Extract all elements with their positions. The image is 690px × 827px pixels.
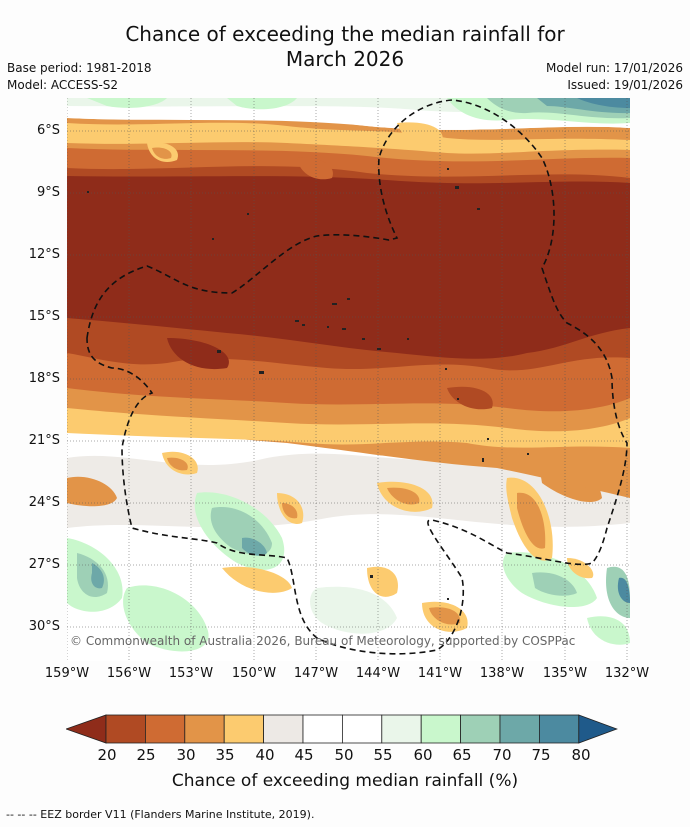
lon-label-156w: 156°W bbox=[106, 666, 152, 681]
lon-label-132w: 132°W bbox=[604, 666, 650, 681]
model-name: Model: ACCESS-S2 bbox=[7, 78, 119, 92]
lat-label-27s: 27°S bbox=[28, 557, 60, 572]
colorbar-swatch bbox=[460, 714, 501, 744]
colorbar-swatch bbox=[341, 714, 383, 744]
colorbar-swatch bbox=[263, 714, 304, 744]
lat-label-18s: 18°S bbox=[28, 371, 60, 386]
lon-label-138w: 138°W bbox=[479, 666, 525, 681]
colorbar-tick: 45 bbox=[294, 746, 314, 764]
lat-label-15s: 15°S bbox=[28, 309, 60, 324]
colorbar-swatch bbox=[302, 714, 343, 744]
colorbar-swatch bbox=[381, 714, 422, 744]
lon-label-135w: 135°W bbox=[542, 666, 588, 681]
lon-label-150w: 150°W bbox=[231, 666, 277, 681]
colorbar bbox=[66, 714, 618, 744]
colorbar-swatch bbox=[538, 714, 580, 744]
meta-right: Model run: 17/01/2026 Issued: 19/01/2026 bbox=[546, 60, 683, 94]
colorbar-tick: 55 bbox=[373, 746, 393, 764]
colorbar-swatch bbox=[223, 714, 264, 744]
colorbar-swatch bbox=[145, 714, 186, 744]
lat-label-12s: 12°S bbox=[28, 247, 60, 262]
model-run: Model run: 17/01/2026 bbox=[545, 61, 683, 75]
colorbar-tick: 60 bbox=[413, 746, 433, 764]
eez-border bbox=[86, 99, 628, 655]
rainfall-map bbox=[67, 98, 630, 661]
title-line-2: March 2026 bbox=[285, 47, 405, 71]
lat-label-21s: 21°S bbox=[28, 433, 60, 448]
islands bbox=[87, 168, 529, 600]
colorbar-tick: 70 bbox=[492, 746, 512, 764]
colorbar-swatch bbox=[420, 714, 462, 744]
meta-left: Base period: 1981-2018 Model: ACCESS-S2 bbox=[7, 60, 152, 94]
colorbar-swatch bbox=[499, 714, 540, 744]
colorbar-swatch bbox=[184, 714, 225, 744]
colorbar-tick: 25 bbox=[136, 746, 156, 764]
colorbar-swatch bbox=[578, 714, 618, 744]
title-line-1: Chance of exceeding the median rainfall … bbox=[125, 22, 565, 46]
colorbar-swatch bbox=[66, 714, 107, 744]
colorbar-label: Chance of exceeding median rainfall (%) bbox=[171, 771, 519, 791]
lon-label-147w: 147°W bbox=[293, 666, 339, 681]
base-period: Base period: 1981-2018 bbox=[7, 61, 152, 75]
colorbar-swatch bbox=[105, 714, 146, 744]
lon-label-144w: 144°W bbox=[355, 666, 401, 681]
colorbar-tick: 40 bbox=[255, 746, 275, 764]
lat-label-30s: 30°S bbox=[28, 619, 60, 634]
lat-label-6s: 6°S bbox=[36, 123, 60, 138]
map-svg bbox=[67, 98, 630, 661]
colorbar-tick: 75 bbox=[531, 746, 551, 764]
issued-date: Issued: 19/01/2026 bbox=[567, 78, 683, 92]
colorbar-tick: 80 bbox=[571, 746, 591, 764]
lat-label-24s: 24°S bbox=[28, 495, 60, 510]
eez-footnote: -- -- -- EEZ border V11 (Flanders Marine… bbox=[6, 808, 315, 821]
graticule bbox=[67, 98, 630, 661]
colorbar-tick: 35 bbox=[215, 746, 235, 764]
colorbar-tick: 65 bbox=[452, 746, 472, 764]
lon-label-159w: 159°W bbox=[44, 666, 90, 681]
colorbar-tick: 20 bbox=[97, 746, 117, 764]
lon-label-141w: 141°W bbox=[417, 666, 463, 681]
lon-label-153w: 153°W bbox=[168, 666, 214, 681]
copyright-notice: © Commonwealth of Australia 2026, Bureau… bbox=[70, 634, 576, 648]
map-title: Chance of exceeding the median rainfall … bbox=[0, 22, 690, 72]
lat-label-9s: 9°S bbox=[36, 185, 60, 200]
colorbar-tick: 50 bbox=[334, 746, 354, 764]
colorbar-tick: 30 bbox=[176, 746, 196, 764]
